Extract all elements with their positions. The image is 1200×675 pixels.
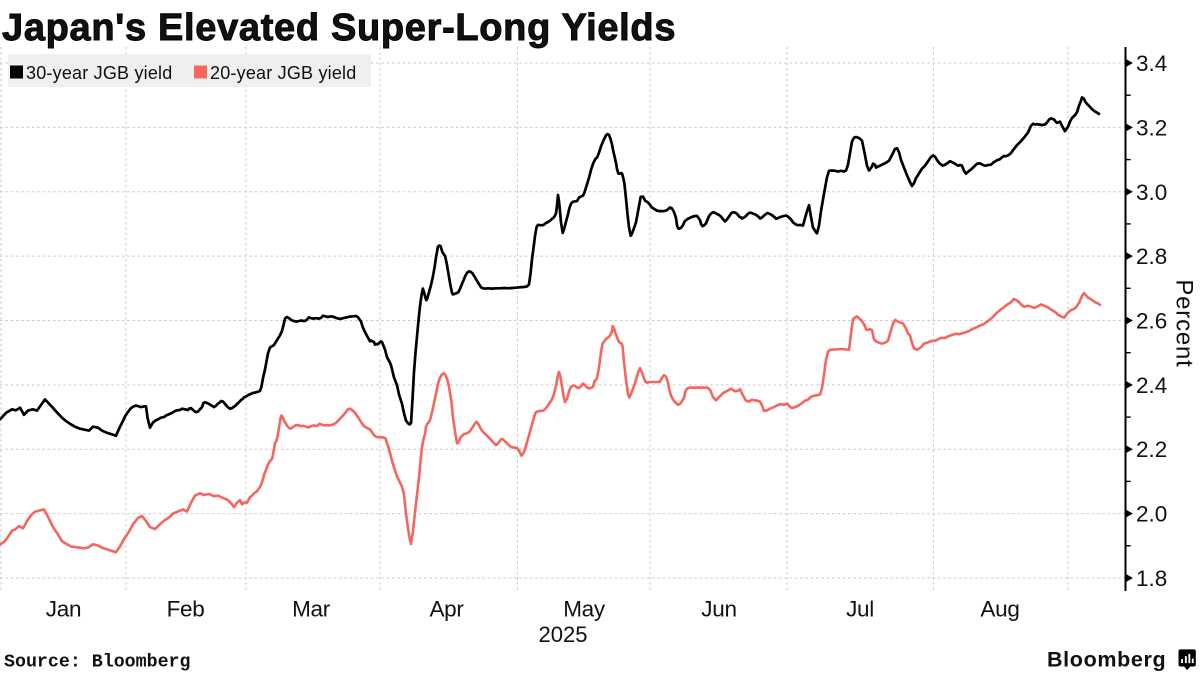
svg-text:2.2: 2.2	[1136, 437, 1167, 462]
svg-text:1.8: 1.8	[1136, 566, 1167, 591]
svg-text:3.2: 3.2	[1136, 115, 1167, 140]
svg-text:2.4: 2.4	[1136, 373, 1167, 398]
svg-text:Bloomberg: Bloomberg	[1047, 648, 1166, 672]
svg-text:3.0: 3.0	[1136, 180, 1167, 205]
svg-text:2.0: 2.0	[1136, 502, 1167, 527]
svg-text:2.6: 2.6	[1136, 309, 1167, 334]
svg-text:Mar: Mar	[292, 597, 331, 622]
svg-text:30-year JGB yield: 30-year JGB yield	[26, 63, 172, 83]
svg-text:Jan: Jan	[46, 597, 81, 622]
svg-text:Jul: Jul	[846, 597, 874, 622]
svg-text:Apr: Apr	[429, 597, 464, 622]
svg-text:Aug: Aug	[980, 597, 1019, 622]
svg-text:2025: 2025	[539, 622, 588, 647]
svg-text:2.8: 2.8	[1136, 244, 1167, 269]
svg-text:Feb: Feb	[167, 597, 205, 622]
svg-text:Source: Bloomberg: Source: Bloomberg	[4, 653, 191, 673]
svg-text:3.4: 3.4	[1136, 51, 1167, 76]
svg-text:Japan's Elevated Super-Long Yi: Japan's Elevated Super-Long Yields	[2, 7, 676, 49]
svg-text:20-year JGB yield: 20-year JGB yield	[210, 63, 356, 83]
svg-text:Percent: Percent	[1171, 279, 1198, 367]
svg-text:May: May	[563, 597, 606, 622]
svg-text:Jun: Jun	[701, 597, 736, 622]
